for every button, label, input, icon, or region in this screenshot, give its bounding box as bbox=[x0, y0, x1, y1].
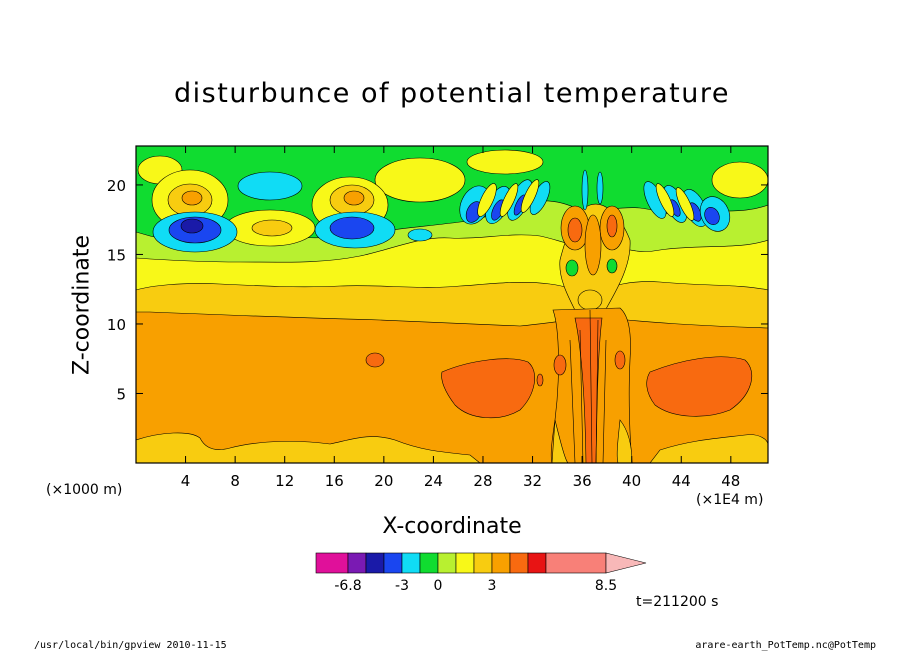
wave-cells-left bbox=[459, 179, 551, 225]
colorbar-tick-label: 0 bbox=[434, 578, 443, 594]
x-tick-label: 28 bbox=[473, 472, 492, 490]
red-orange-lobe-left bbox=[441, 358, 535, 419]
yellow-patch bbox=[466, 149, 544, 175]
colorbar-tick-label: -6.8 bbox=[334, 578, 361, 594]
y-tick-label: 20 bbox=[107, 177, 126, 195]
red-orange-spot bbox=[365, 352, 385, 368]
colorbar-swatch bbox=[383, 552, 403, 574]
bottom-light-band bbox=[136, 432, 481, 463]
colorbar-swatch bbox=[473, 552, 493, 574]
colorbar: -6.8 -3 0 3 8.5 bbox=[315, 552, 647, 594]
colorbar-tick-label: 8.5 bbox=[595, 578, 617, 594]
y-axis: 5 10 15 20 bbox=[107, 177, 768, 403]
x-tick-label: 32 bbox=[523, 472, 542, 490]
x-axis-label: X-coordinate bbox=[382, 514, 522, 539]
time-label: t=211200 s bbox=[636, 594, 719, 610]
orange-core bbox=[181, 190, 203, 206]
orange-lobe bbox=[251, 219, 293, 237]
colorbar-swatch bbox=[365, 552, 385, 574]
x-axis: 4 8 12 16 20 24 28 32 36 40 44 48 bbox=[181, 146, 740, 490]
x-tick-label: 24 bbox=[424, 472, 443, 490]
x-tick-label: 12 bbox=[275, 472, 294, 490]
colorbar-swatch bbox=[347, 552, 367, 574]
colorbar-swatch bbox=[509, 552, 529, 574]
colorbar-swatch bbox=[419, 552, 439, 574]
x-tick-label: 36 bbox=[573, 472, 592, 490]
x-tick-label: 4 bbox=[181, 472, 191, 490]
y-tick-label: 10 bbox=[107, 316, 126, 334]
red-orange-lobe-right bbox=[646, 356, 753, 417]
central-column bbox=[550, 169, 633, 463]
yellow-patch bbox=[374, 157, 466, 203]
dark-blue-core bbox=[180, 218, 204, 234]
cyan-lobe bbox=[407, 228, 433, 242]
x-tick-label: 40 bbox=[622, 472, 641, 490]
colorbar-swatch bbox=[437, 552, 457, 574]
x-unit-label: (×1000 m) bbox=[46, 482, 123, 498]
x-tick-label: 8 bbox=[230, 472, 240, 490]
colorbar-extend-arrow bbox=[605, 552, 647, 574]
x-tick-label: 20 bbox=[374, 472, 393, 490]
colorbar-swatch bbox=[315, 552, 349, 574]
x-tick-label: 44 bbox=[672, 472, 691, 490]
colorbar-swatch bbox=[491, 552, 511, 574]
cyan-lobe bbox=[237, 171, 303, 201]
yellow-patch bbox=[711, 161, 768, 199]
plot-frame bbox=[135, 145, 769, 464]
colorbar-swatch bbox=[455, 552, 475, 574]
colorbar-swatch bbox=[401, 552, 421, 574]
footer-left: /usr/local/bin/gpview 2010-11-15 bbox=[34, 640, 227, 651]
red-orange-spot bbox=[536, 373, 544, 387]
wave-cells-right bbox=[643, 181, 731, 232]
colorbar-tick-label: 3 bbox=[488, 578, 497, 594]
footer-right: arare-earth_PotTemp.nc@PotTemp bbox=[695, 640, 876, 651]
colorbar-swatch bbox=[545, 552, 607, 574]
x-tick-label: 16 bbox=[325, 472, 344, 490]
contour-fill bbox=[136, 146, 768, 463]
y-tick-label: 5 bbox=[116, 385, 126, 403]
chart-title: disturbunce of potential temperature bbox=[174, 78, 730, 109]
x-unit-label-right: (×1E4 m) bbox=[696, 492, 764, 508]
y-tick-label: 15 bbox=[107, 246, 126, 264]
x-tick-label: 48 bbox=[721, 472, 740, 490]
colorbar-tick-label: -3 bbox=[395, 578, 409, 594]
orange-core bbox=[343, 190, 365, 206]
blue-lobe bbox=[329, 216, 375, 240]
colorbar-swatch bbox=[527, 552, 547, 574]
